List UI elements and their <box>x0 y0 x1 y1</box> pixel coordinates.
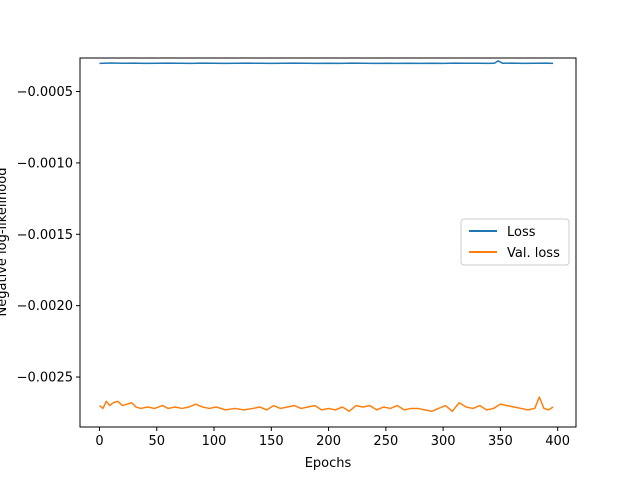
x-tick-label: 0 <box>95 434 103 449</box>
x-tick-label: 250 <box>373 434 398 449</box>
x-tick-label: 400 <box>545 434 570 449</box>
x-tick-label: 300 <box>431 434 456 449</box>
y-axis-ticks: −0.0005 −0.0010 −0.0015 −0.0020 −0.0025 <box>17 85 80 386</box>
y-tick-label: −0.0020 <box>17 299 73 314</box>
x-tick-label: 200 <box>316 434 341 449</box>
y-tick-label: −0.0005 <box>17 85 73 100</box>
y-tick-label: −0.0025 <box>17 371 73 386</box>
x-axis-label: Epochs <box>305 456 352 471</box>
legend-label-val-loss: Val. loss <box>507 246 560 261</box>
x-tick-label: 150 <box>259 434 284 449</box>
y-tick-label: −0.0010 <box>17 156 73 171</box>
y-axis-label: Negative log-likelihood <box>0 168 10 317</box>
series-line-val-loss <box>98 396 554 413</box>
x-axis-ticks: 0 50 100 150 200 250 300 350 400 <box>95 427 570 449</box>
x-tick-label: 350 <box>488 434 513 449</box>
plot-area <box>98 60 554 413</box>
legend-label-loss: Loss <box>507 225 536 240</box>
y-tick-label: −0.0015 <box>17 228 73 243</box>
axes-frame <box>79 57 577 428</box>
x-tick-label: 100 <box>202 434 227 449</box>
x-tick-label: 50 <box>148 434 165 449</box>
legend: Loss Val. loss <box>460 218 570 266</box>
series-line-loss <box>99 60 554 65</box>
